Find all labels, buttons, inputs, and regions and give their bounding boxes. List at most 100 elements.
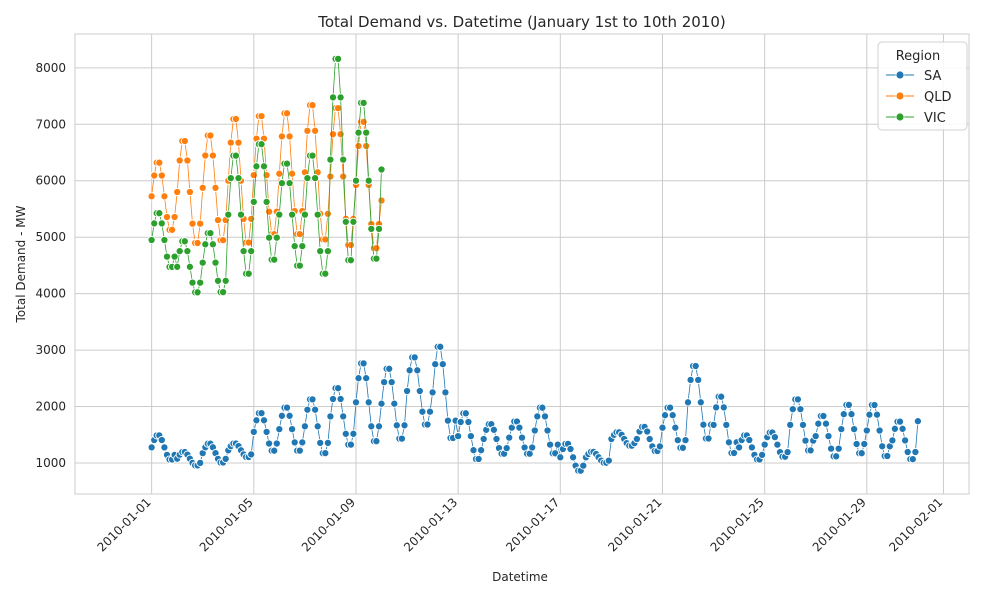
- data-point: [339, 412, 348, 421]
- y-tick-label: 2000: [35, 400, 66, 414]
- data-point: [362, 141, 371, 151]
- data-point: [298, 242, 307, 251]
- data-point: [257, 409, 266, 418]
- data-point: [811, 432, 820, 441]
- data-point: [277, 132, 286, 141]
- x-tick-label: 2010-01-21: [605, 495, 664, 554]
- data-point: [175, 156, 184, 165]
- legend-label-sa: SA: [924, 69, 941, 84]
- data-point: [180, 136, 189, 146]
- data-point: [275, 425, 284, 434]
- data-point: [681, 436, 690, 445]
- data-point: [321, 449, 330, 458]
- data-point: [336, 130, 345, 139]
- data-point: [288, 425, 297, 434]
- data-point: [704, 434, 713, 443]
- data-point: [275, 169, 284, 178]
- data-point: [208, 240, 217, 249]
- data-point: [405, 366, 414, 375]
- data-point: [270, 255, 279, 264]
- x-tick-label: 2010-01-05: [197, 495, 256, 554]
- data-point: [354, 374, 363, 383]
- data-point: [249, 427, 258, 436]
- data-point: [300, 422, 309, 431]
- data-point: [272, 233, 281, 242]
- data-point: [282, 403, 292, 412]
- data-point: [234, 174, 243, 183]
- data-point: [364, 398, 373, 407]
- data-point: [747, 443, 756, 452]
- data-point: [339, 172, 348, 181]
- data-point: [206, 229, 215, 238]
- data-point: [403, 386, 412, 396]
- data-point: [832, 452, 841, 461]
- data-point: [321, 235, 330, 244]
- chart-title: Total Demand vs. Datetime (January 1st t…: [317, 13, 726, 31]
- data-point: [678, 443, 687, 452]
- x-tick-label: 2010-01-17: [503, 495, 562, 554]
- data-point: [285, 411, 294, 420]
- data-point: [474, 454, 483, 464]
- data-point: [150, 171, 159, 180]
- data-point: [645, 434, 654, 444]
- data-point: [311, 126, 320, 135]
- data-point: [543, 426, 552, 435]
- data-point: [239, 247, 248, 256]
- legend-marker-sa: [895, 70, 905, 80]
- y-tick-label: 6000: [35, 174, 66, 188]
- data-point: [528, 443, 537, 452]
- data-point: [183, 247, 192, 256]
- data-point: [226, 138, 235, 147]
- data-point: [316, 438, 325, 447]
- data-point: [400, 421, 409, 430]
- legend: Region SA QLD VIC: [877, 41, 968, 131]
- data-point: [147, 192, 156, 201]
- data-point: [819, 411, 828, 421]
- data-point: [183, 156, 192, 165]
- x-ticks: 2010-01-01 2010-01-05 2010-01-09 2010-01-13…: [95, 495, 946, 554]
- x-tick-label: 2010-01-29: [810, 495, 869, 554]
- legend-label-qld: QLD: [924, 90, 952, 105]
- data-point: [865, 410, 874, 419]
- data-point: [428, 388, 437, 397]
- data-point: [632, 434, 641, 444]
- data-point: [546, 440, 555, 449]
- data-point: [295, 261, 304, 270]
- data-point: [150, 219, 159, 228]
- data-point: [270, 446, 279, 455]
- data-point: [658, 423, 667, 432]
- data-point: [469, 446, 478, 455]
- data-point: [359, 98, 368, 107]
- data-point: [282, 109, 292, 118]
- data-point: [313, 210, 322, 219]
- data-point: [162, 212, 172, 222]
- data-point: [275, 210, 284, 219]
- data-point: [745, 435, 754, 445]
- data-point: [221, 454, 230, 463]
- data-point: [252, 416, 261, 425]
- data-point: [770, 433, 779, 442]
- y-tick-label: 5000: [35, 230, 66, 244]
- data-point: [231, 114, 240, 124]
- data-point: [878, 442, 887, 451]
- data-point: [569, 453, 578, 462]
- data-point: [773, 440, 782, 449]
- data-point: [538, 403, 547, 412]
- data-point: [262, 427, 271, 436]
- data-point: [875, 426, 884, 435]
- data-point: [413, 366, 422, 375]
- data-point: [385, 364, 394, 373]
- data-point: [839, 410, 848, 419]
- data-point: [211, 183, 220, 192]
- data-point: [783, 448, 792, 457]
- data-point: [336, 394, 345, 404]
- data-point: [824, 432, 833, 441]
- data-point: [157, 435, 166, 445]
- data-point: [796, 405, 805, 414]
- data-point: [282, 159, 292, 168]
- data-point: [259, 416, 269, 425]
- data-point: [323, 247, 332, 256]
- data-point: [913, 417, 922, 426]
- data-point: [180, 237, 189, 246]
- data-point: [479, 434, 488, 444]
